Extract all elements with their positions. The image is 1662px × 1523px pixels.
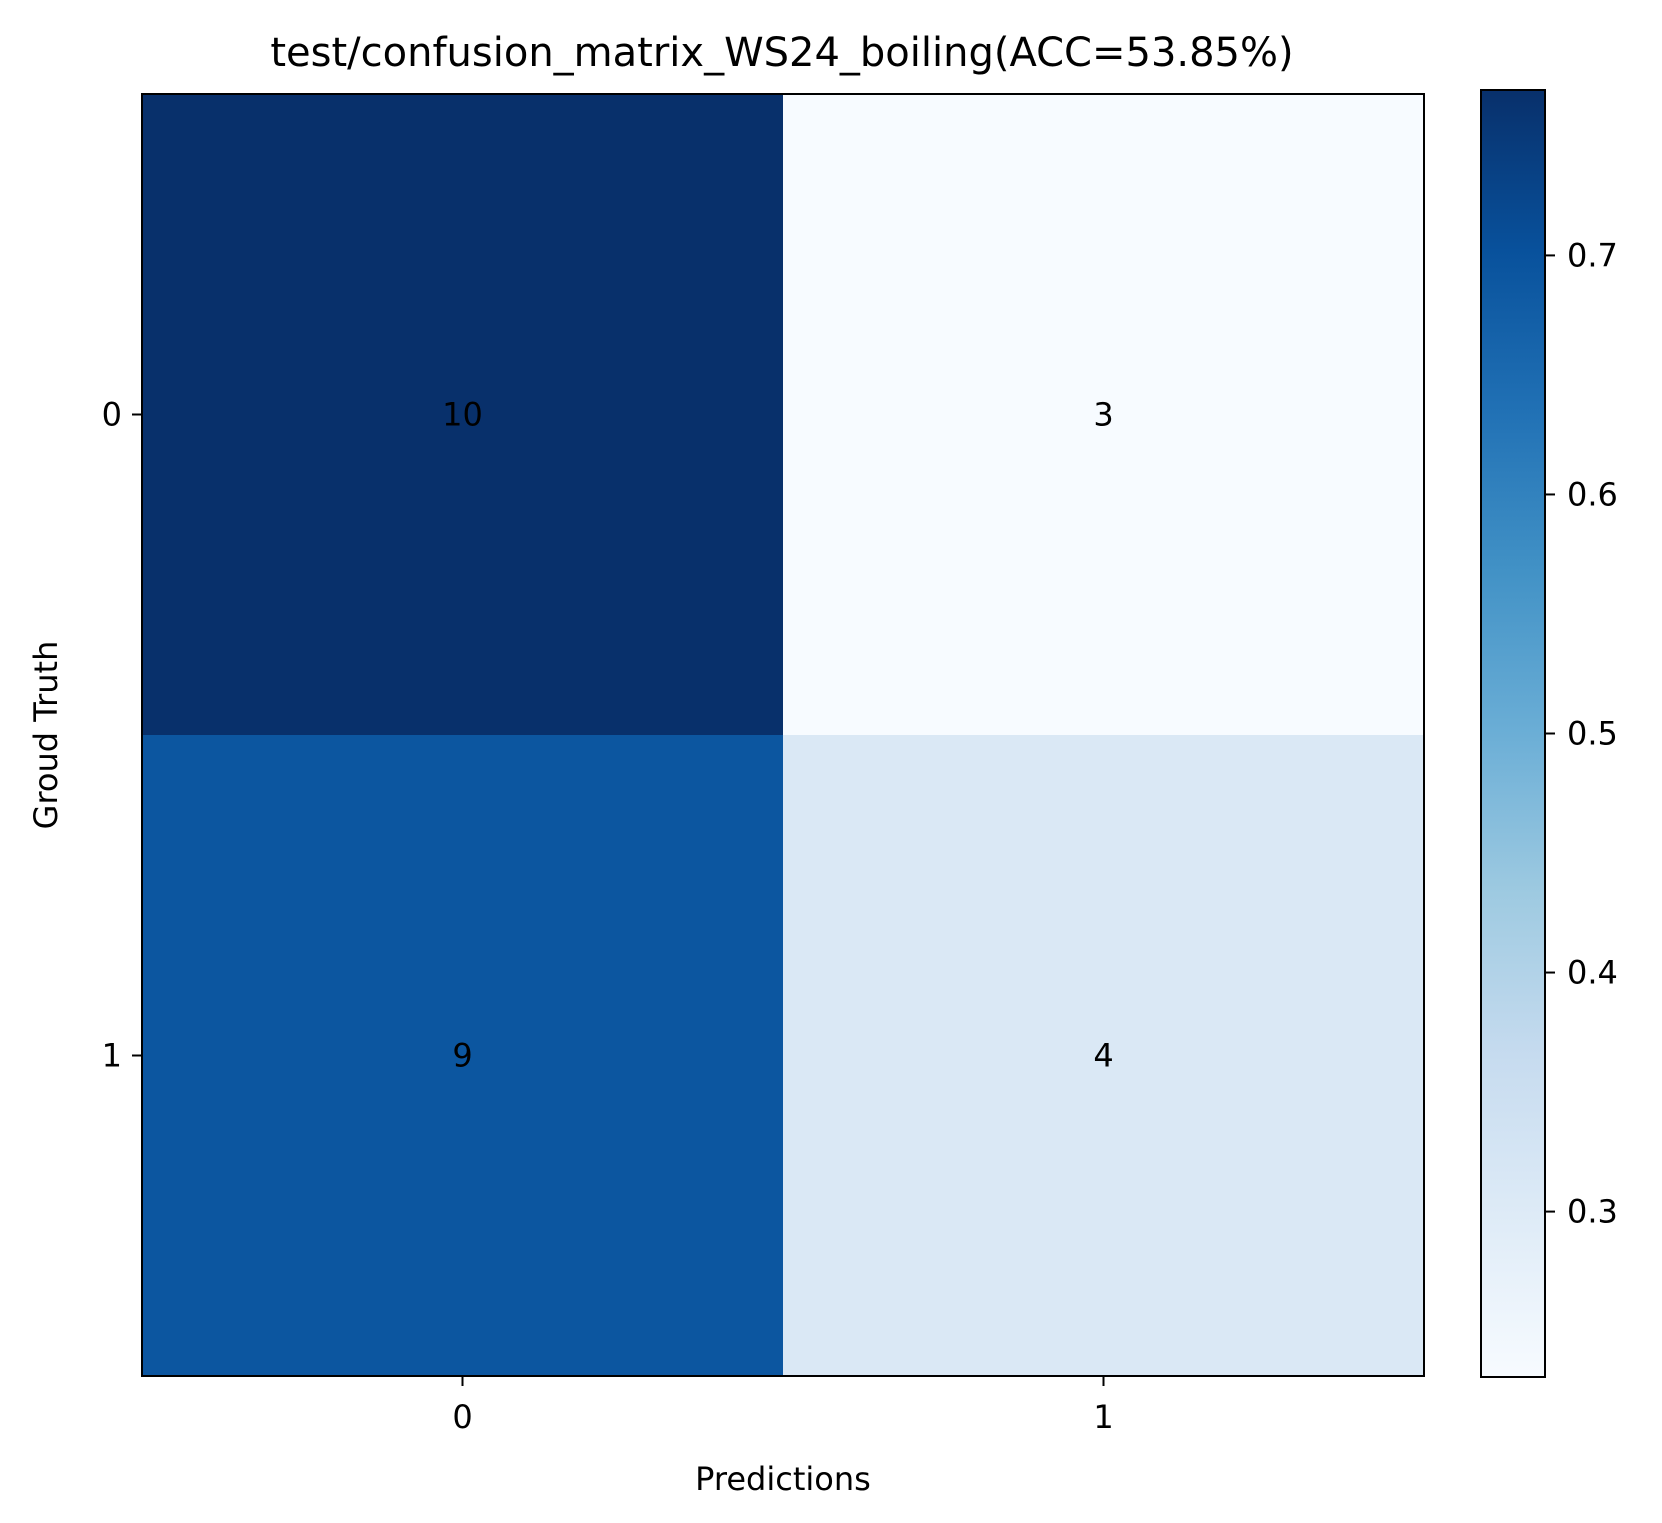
colorbar-tick-label: 0.6 (1567, 475, 1618, 513)
y-tick-label: 0 (102, 396, 122, 434)
colorbar-tick-label: 0.3 (1567, 1193, 1618, 1231)
heatmap-cell-r0-c0 (142, 94, 784, 736)
cell-count-r1-c1: 4 (1093, 1037, 1113, 1075)
y-tick-label: 1 (102, 1037, 122, 1075)
colorbar-ticks: 0.3 0.4 0.5 0.6 0.7 (1545, 236, 1618, 1231)
x-axis-label: Predictions (695, 1460, 871, 1498)
heatmap-cell-labels: 10 3 9 4 (442, 396, 1114, 1075)
heatmap-cell-r1-c0 (142, 735, 784, 1377)
y-axis-label: Groud Truth (27, 641, 65, 830)
cell-count-r1-c0: 9 (452, 1037, 472, 1075)
x-tick-label: 0 (452, 1398, 472, 1436)
colorbar-tick-label: 0.4 (1567, 954, 1618, 992)
heatmap-cell-r0-c1 (783, 94, 1425, 736)
heatmap-cells (142, 94, 1425, 1377)
plot-frame (141, 93, 1425, 1377)
heatmap-cell-r1-c1 (783, 735, 1425, 1377)
x-tick-label: 1 (1093, 1398, 1113, 1436)
cell-count-r0-c0: 10 (442, 396, 483, 434)
cell-count-r0-c1: 3 (1093, 396, 1113, 434)
colorbar-gradient (1481, 90, 1545, 1377)
chart-title: test/confusion_matrix_WS24_boiling(ACC=5… (270, 30, 1293, 76)
colorbar-tick-label: 0.5 (1567, 715, 1618, 753)
colorbar-tick-label: 0.7 (1567, 236, 1618, 274)
y-axis-ticks: 01 (102, 396, 142, 1075)
